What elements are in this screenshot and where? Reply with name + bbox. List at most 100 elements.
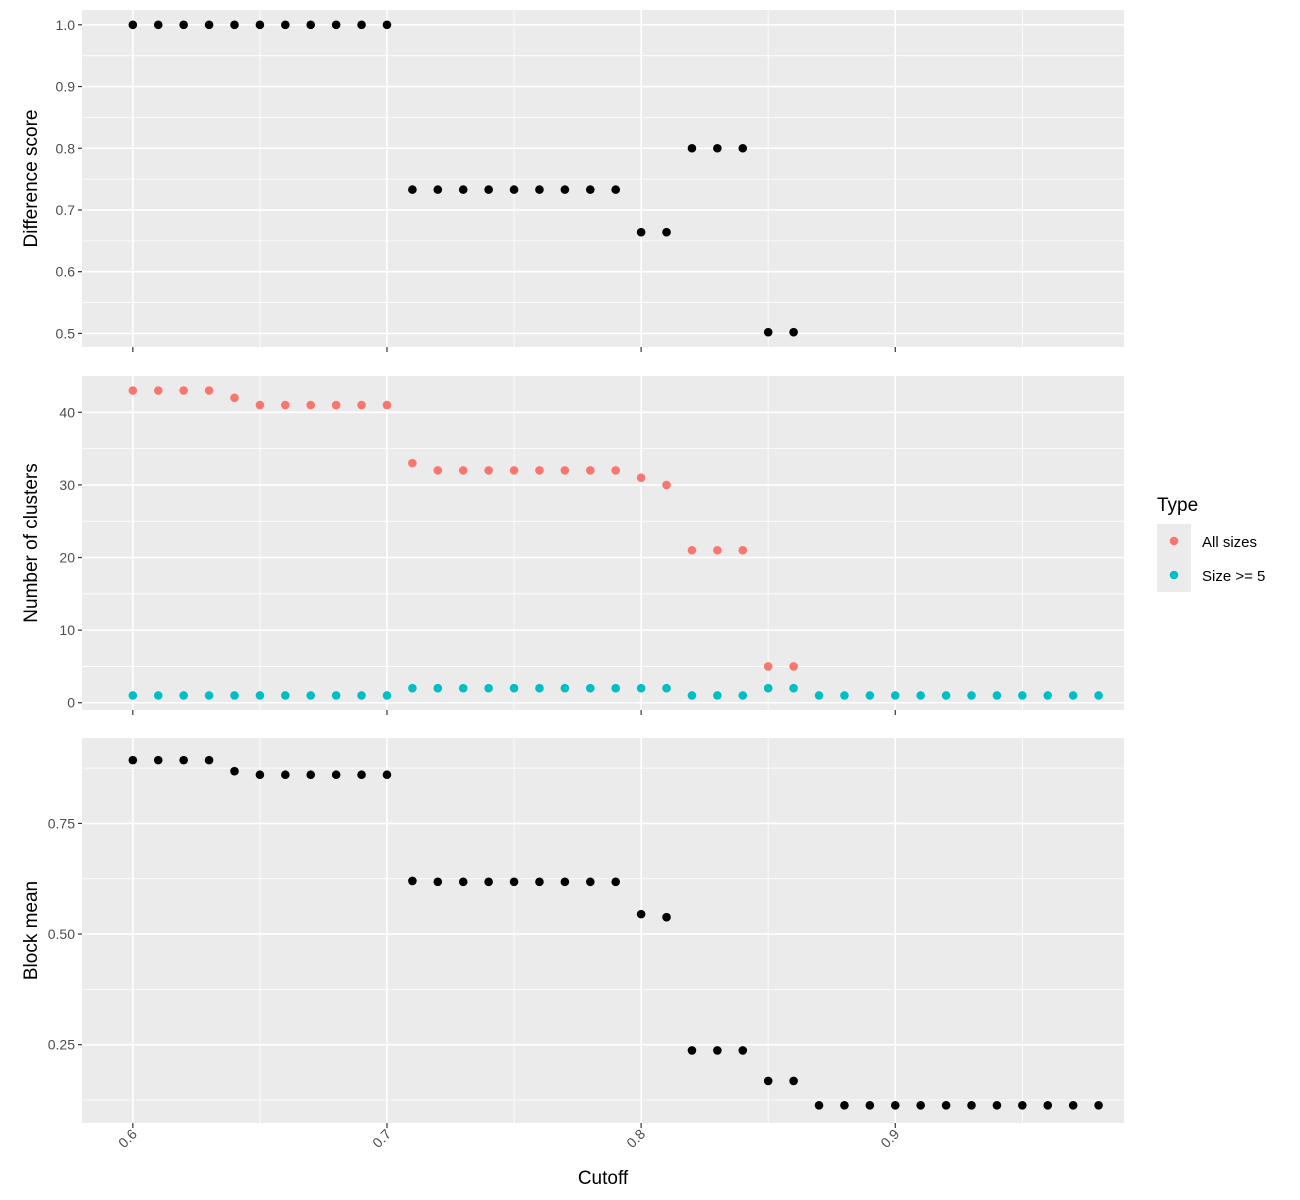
data-point-size-5 <box>585 683 595 693</box>
data-point-series <box>763 1076 773 1086</box>
data-point-series <box>738 1046 748 1055</box>
data-point-series <box>458 877 468 887</box>
x-tick-label: 0.9 <box>877 1126 902 1151</box>
data-point-all-sizes <box>687 545 697 555</box>
data-point-size-5 <box>738 691 748 700</box>
data-point-series <box>230 766 239 776</box>
data-point-size-5 <box>484 683 493 693</box>
data-point-all-sizes <box>331 400 341 410</box>
data-point-all-sizes <box>636 473 646 482</box>
data-point-size-5 <box>763 683 773 693</box>
x-tick-label: 0.6 <box>115 1126 140 1151</box>
data-point-all-sizes <box>662 480 671 490</box>
y-axis-title: Block mean <box>21 881 42 980</box>
data-point-size-5 <box>509 683 519 693</box>
data-point-size-5 <box>204 691 214 700</box>
data-point-size-5 <box>408 683 417 693</box>
data-point-size-5 <box>687 691 697 700</box>
data-point-size-5 <box>840 691 849 700</box>
data-point-all-sizes <box>306 400 316 410</box>
y-tick-label: 0.6 <box>56 264 76 280</box>
legend-title: Type <box>1157 495 1198 516</box>
data-point-all-sizes <box>128 386 138 395</box>
data-point-series <box>1068 1100 1078 1110</box>
panel-1: 0.5 0.6 0.7 0.8 0.9 1.0 Difference score <box>21 10 1124 352</box>
data-point-all-sizes <box>484 466 493 475</box>
data-point-size-5 <box>1094 691 1103 700</box>
y-tick-label: 0.9 <box>56 79 76 95</box>
data-point-series <box>382 770 392 780</box>
y-axis-title: Number of clusters <box>21 463 42 622</box>
data-point-size-5 <box>713 691 722 700</box>
data-point-series <box>687 143 697 153</box>
legend-label-all-sizes: All sizes <box>1202 534 1257 551</box>
data-point-size-5 <box>306 691 316 700</box>
data-point-all-sizes <box>535 466 544 475</box>
data-point-series <box>890 1100 900 1110</box>
y-tick-label: 30 <box>59 477 75 493</box>
data-point-series <box>153 755 163 765</box>
y-tick-label: 0.75 <box>48 815 75 831</box>
data-point-all-sizes <box>179 386 188 395</box>
data-point-series <box>916 1100 925 1110</box>
data-point-series <box>814 1100 824 1110</box>
y-axis-title: Difference score <box>21 110 42 248</box>
y-tick-label: 0.25 <box>48 1037 75 1053</box>
data-point-size-5 <box>941 691 951 700</box>
data-point-size-5 <box>128 691 138 700</box>
data-point-size-5 <box>230 691 239 700</box>
y-tick-label: 1.0 <box>56 17 76 33</box>
y-tick-label: 0.50 <box>48 926 75 942</box>
data-point-size-5 <box>916 691 925 700</box>
data-point-all-sizes <box>509 466 519 475</box>
data-point-series <box>281 20 290 30</box>
data-point-series <box>636 909 646 919</box>
data-point-size-5 <box>789 683 798 693</box>
data-point-series <box>484 185 493 194</box>
y-tick-label: 20 <box>59 550 75 566</box>
data-point-series <box>484 877 493 887</box>
data-point-size-5 <box>662 683 671 693</box>
data-point-series <box>433 185 443 194</box>
data-point-series <box>789 327 798 337</box>
data-point-series <box>941 1100 951 1110</box>
data-point-size-5 <box>1018 691 1027 700</box>
legend-label-size-5: Size >= 5 <box>1202 568 1265 585</box>
panel-2: 0 10 20 30 40 Number of clusters <box>21 376 1124 715</box>
data-point-series <box>611 877 621 887</box>
data-point-all-sizes <box>153 386 163 395</box>
data-point-series <box>560 185 570 194</box>
data-point-series <box>408 876 417 886</box>
data-point-all-sizes <box>585 466 595 475</box>
data-point-series <box>560 877 570 887</box>
data-point-size-5 <box>636 683 646 693</box>
data-point-series <box>255 20 265 30</box>
data-point-series <box>636 227 646 237</box>
data-point-series <box>357 770 366 780</box>
data-point-series <box>738 143 748 153</box>
data-point-series <box>1018 1100 1027 1110</box>
data-point-size-5 <box>255 691 265 700</box>
data-point-series <box>306 20 316 30</box>
data-point-size-5 <box>357 691 366 700</box>
legend: Type All sizes Size >= 5 <box>1157 495 1265 592</box>
data-point-series <box>713 143 722 153</box>
data-point-size-5 <box>1043 691 1053 700</box>
x-axis-title: Cutoff <box>578 1168 629 1189</box>
data-point-size-5 <box>179 691 188 700</box>
data-point-series <box>509 877 519 887</box>
data-point-series <box>611 185 621 194</box>
data-point-all-sizes <box>763 662 773 671</box>
data-point-series <box>789 1076 798 1086</box>
data-point-all-sizes <box>357 400 366 410</box>
data-point-all-sizes <box>738 545 748 555</box>
data-point-series <box>128 755 138 765</box>
data-point-all-sizes <box>433 466 443 475</box>
data-point-series <box>535 185 544 194</box>
data-point-size-5 <box>814 691 824 700</box>
data-point-all-sizes <box>204 386 214 395</box>
y-tick-label: 40 <box>59 404 75 420</box>
data-point-series <box>230 20 239 30</box>
data-point-size-5 <box>433 683 443 693</box>
